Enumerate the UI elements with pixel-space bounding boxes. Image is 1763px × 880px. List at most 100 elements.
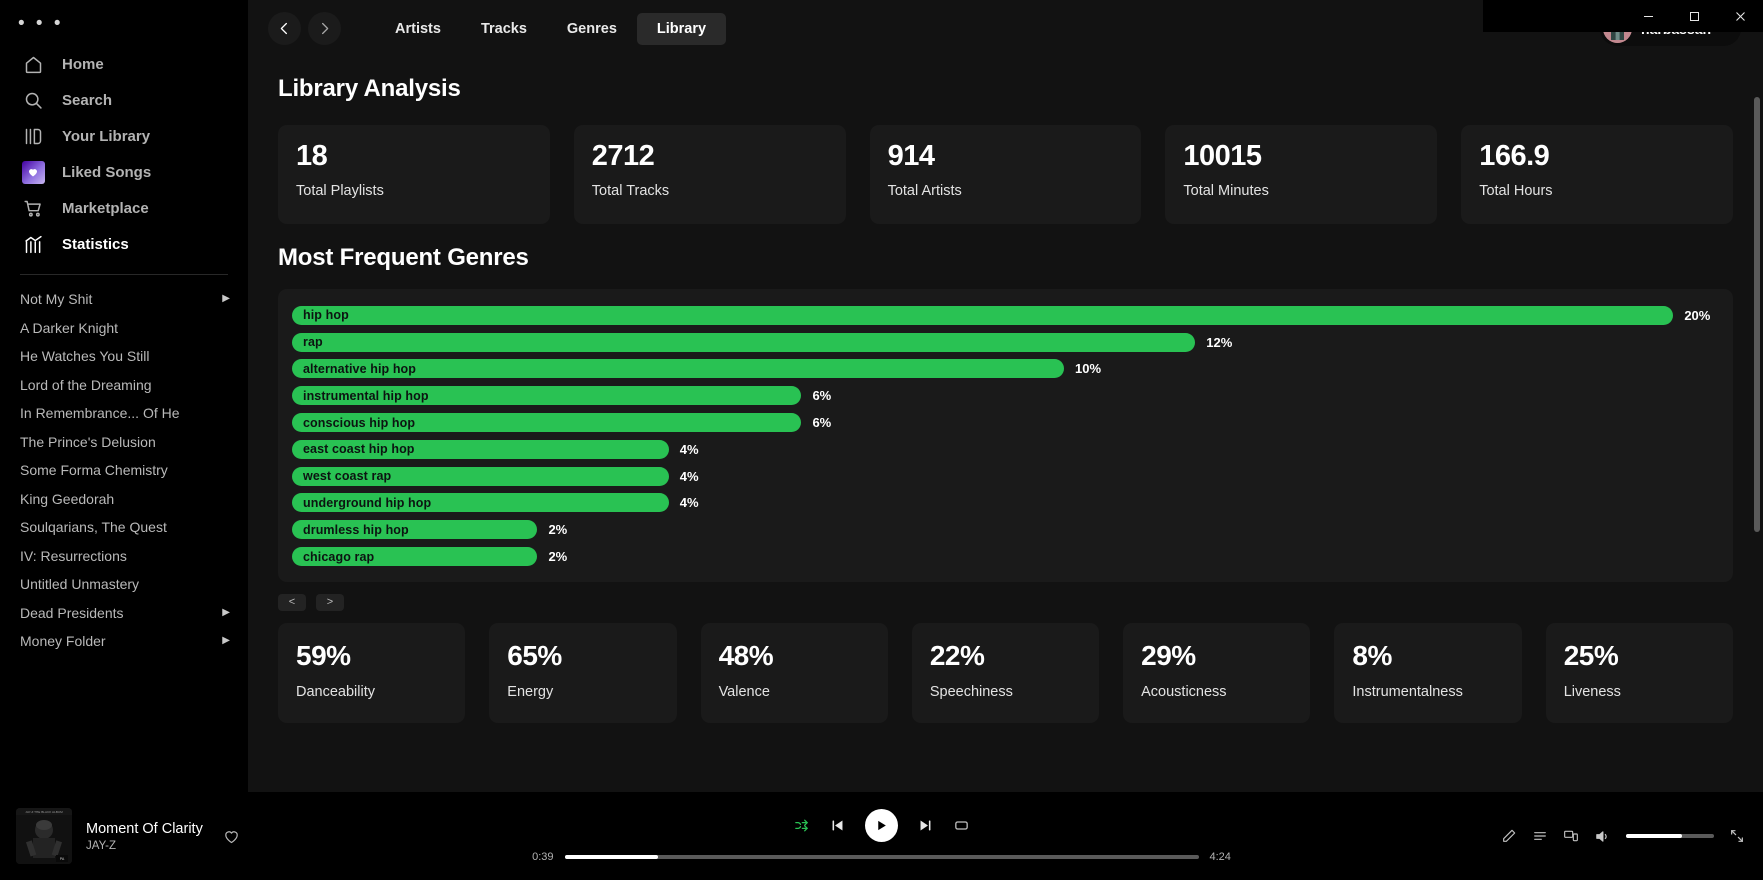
stat-card-total-hours: 166.9 Total Hours xyxy=(1461,125,1733,224)
close-button[interactable] xyxy=(1717,0,1763,32)
playlist-item[interactable]: King Geedorah xyxy=(0,485,248,514)
fullscreen-icon[interactable] xyxy=(1729,828,1745,844)
playlist-item[interactable]: Not My Shit ▶ xyxy=(0,285,248,314)
chevron-right-icon[interactable]: ▶ xyxy=(222,293,230,305)
genre-bar-row[interactable]: conscious hip hop 6% xyxy=(292,409,1719,436)
sidebar-divider xyxy=(20,274,228,275)
sidebar-item-home[interactable]: Home xyxy=(0,46,248,82)
genre-bar: drumless hip hop xyxy=(292,520,538,540)
progress-slider[interactable] xyxy=(564,855,1199,859)
devices-icon[interactable] xyxy=(1563,828,1579,844)
genres-section-title: Most Frequent Genres xyxy=(278,244,529,271)
scrollbar-thumb[interactable] xyxy=(1754,97,1760,532)
volume-slider[interactable] xyxy=(1626,834,1714,838)
player-bar: JAY-Z THE BLACK ALBUM PA Moment Of Clari… xyxy=(0,792,1763,880)
playlist-item[interactable]: He Watches You Still xyxy=(0,342,248,371)
chevron-right-icon[interactable]: ▶ xyxy=(222,606,230,618)
playlist-item[interactable]: The Prince's Delusion xyxy=(0,428,248,457)
previous-track-icon[interactable] xyxy=(829,817,846,834)
genre-bar-row[interactable]: underground hip hop 4% xyxy=(292,490,1719,517)
genre-percent: 4% xyxy=(679,468,699,484)
track-title[interactable]: Moment Of Clarity xyxy=(86,820,203,837)
sidebar-item-liked-songs[interactable]: Liked Songs xyxy=(0,154,248,190)
sidebar-item-statistics[interactable]: Statistics xyxy=(0,226,248,262)
feature-value: 8% xyxy=(1352,639,1392,671)
sidebar-nav: Home Search xyxy=(0,40,248,262)
back-button[interactable] xyxy=(268,12,301,45)
playlist-item[interactable]: A Darker Knight xyxy=(0,314,248,343)
tab-tracks[interactable]: Tracks xyxy=(480,20,527,37)
stat-value: 2712 xyxy=(591,140,655,172)
genre-bar: west coast rap xyxy=(292,466,669,486)
minimize-button[interactable] xyxy=(1625,0,1671,32)
feature-value: 65% xyxy=(507,639,562,671)
stat-label: Total Tracks xyxy=(591,183,670,200)
window-controls xyxy=(1483,0,1763,32)
playlist-item[interactable]: IV: Resurrections xyxy=(0,542,248,571)
track-artist[interactable]: JAY-Z xyxy=(86,839,117,852)
chevron-right-icon[interactable]: ▶ xyxy=(222,635,230,647)
genre-bar-chart: hip hop 20% rap 12% alternat xyxy=(278,289,1733,582)
genre-pagination: < > xyxy=(278,593,1733,611)
next-track-icon[interactable] xyxy=(917,817,934,834)
genre-bar: rap xyxy=(292,332,1196,352)
heart-outline-icon[interactable] xyxy=(223,828,240,845)
playlist-item[interactable]: Soulqarians, The Quest xyxy=(0,513,248,542)
genre-bar: alternative hip hop xyxy=(292,359,1064,379)
queue-icon[interactable] xyxy=(1532,828,1548,844)
playlist-label: Some Forma Chemistry xyxy=(20,462,168,479)
genre-bar-row[interactable]: rap 12% xyxy=(292,329,1719,356)
playlist-item[interactable]: Untitled Unmastery xyxy=(0,570,248,599)
stat-card-total-tracks: 2712 Total Tracks xyxy=(573,125,846,224)
vertical-scrollbar[interactable] xyxy=(1754,97,1760,784)
pencil-icon[interactable] xyxy=(1501,828,1517,844)
content-inner: Library Analysis 18 Total Playlists 2712… xyxy=(248,75,1763,723)
genre-label: hip hop xyxy=(303,308,349,323)
stat-value: 18 xyxy=(296,140,328,172)
sidebar-menu-dots-icon[interactable]: • • • xyxy=(18,12,64,34)
sidebar-item-your-library[interactable]: Your Library xyxy=(0,118,248,154)
sidebar-item-marketplace[interactable]: Marketplace xyxy=(0,190,248,226)
genre-bar-row[interactable]: alternative hip hop 10% xyxy=(292,356,1719,383)
tab-library[interactable]: Library xyxy=(636,12,727,45)
genre-bar-row[interactable]: drumless hip hop 2% xyxy=(292,516,1719,543)
playlist-label: Soulqarians, The Quest xyxy=(20,519,167,536)
feature-card-energy: 65% Energy xyxy=(489,622,677,723)
repeat-icon[interactable] xyxy=(953,817,970,834)
playlist-item[interactable]: In Remembrance... Of He xyxy=(0,399,248,428)
feature-label: Instrumentalness xyxy=(1352,684,1463,701)
home-icon xyxy=(20,51,46,77)
feature-card-acousticness: 29% Acousticness xyxy=(1123,622,1311,723)
app-upper: • • • Home Search xyxy=(0,0,1763,792)
sidebar-item-search[interactable]: Search xyxy=(0,82,248,118)
playlist-item[interactable]: Money Folder ▶ xyxy=(0,627,248,656)
album-cover[interactable]: JAY-Z THE BLACK ALBUM PA xyxy=(16,808,72,864)
shuffle-icon[interactable] xyxy=(793,817,810,834)
feature-label: Acousticness xyxy=(1141,684,1227,701)
genre-bar-row[interactable]: hip hop 20% xyxy=(292,302,1719,329)
playlist-item[interactable]: Some Forma Chemistry xyxy=(0,456,248,485)
genre-bar-row[interactable]: instrumental hip hop 6% xyxy=(292,382,1719,409)
playlist-item[interactable]: Lord of the Dreaming xyxy=(0,371,248,400)
playlist-label: In Remembrance... Of He xyxy=(20,405,180,422)
playlist-item[interactable]: Dead Presidents ▶ xyxy=(0,599,248,628)
genre-bar-row[interactable]: chicago rap 2% xyxy=(292,543,1719,570)
play-button[interactable] xyxy=(865,809,898,842)
genre-bar-row[interactable]: east coast hip hop 4% xyxy=(292,436,1719,463)
audio-feature-row: 59% Danceability 65% Energy 48% Valence xyxy=(278,622,1733,723)
pagination-prev-button[interactable]: < xyxy=(278,593,306,611)
feature-card-speechiness: 22% Speechiness xyxy=(911,622,1100,723)
stat-label: Total Playlists xyxy=(296,183,384,200)
forward-button[interactable] xyxy=(308,12,341,45)
genre-bar-row[interactable]: west coast rap 4% xyxy=(292,463,1719,490)
tab-genres[interactable]: Genres xyxy=(566,20,617,37)
feature-label: Valence xyxy=(718,684,770,701)
pagination-next-button[interactable]: > xyxy=(316,593,344,611)
bar-chart-icon xyxy=(20,231,46,257)
feature-card-valence: 48% Valence xyxy=(700,622,888,723)
volume-icon[interactable] xyxy=(1594,828,1611,845)
genre-label: east coast hip hop xyxy=(303,442,415,457)
maximize-button[interactable] xyxy=(1671,0,1717,32)
tab-artists[interactable]: Artists xyxy=(395,20,441,37)
